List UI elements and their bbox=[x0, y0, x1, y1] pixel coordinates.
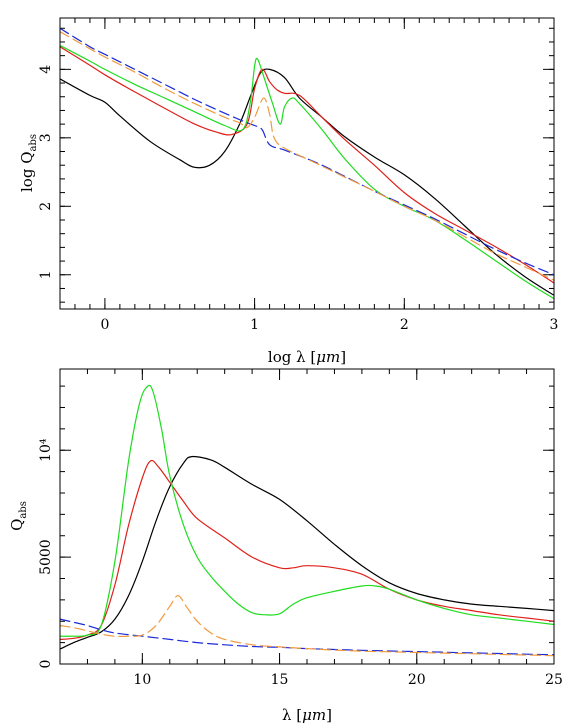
panel-bottom-tick-labels: 10 15 20 25 0 5000 10⁴ bbox=[38, 438, 563, 688]
panel-bottom-ylabel: Qabs bbox=[8, 501, 29, 531]
panel-bottom-xtick-label: 20 bbox=[408, 672, 426, 688]
panel-top-xlabel: log λ [μm] bbox=[268, 348, 346, 366]
panel-top-series-orange-dashed bbox=[60, 31, 554, 281]
panel-top-minor-ticks bbox=[60, 18, 555, 309]
panel-top-series-black-solid bbox=[60, 68, 554, 296]
panel-bottom-ytick-label: 0 bbox=[38, 660, 54, 669]
panel-bottom-series-black-solid bbox=[60, 455, 554, 650]
panel-top-series-blue-dashed bbox=[60, 27, 554, 276]
panel-top-xtick-label: 2 bbox=[400, 317, 409, 333]
panel-top-ytick-label: 4 bbox=[38, 65, 54, 74]
panel-top-tick-labels: 0 1 2 3 1 2 3 4 bbox=[38, 65, 558, 333]
panel-top-ytick-label: 3 bbox=[38, 133, 54, 142]
panel-bottom-xtick-label: 15 bbox=[271, 672, 289, 688]
panel-top-ytick-label: 2 bbox=[38, 202, 54, 211]
panel-top-curves bbox=[60, 27, 554, 300]
panel-top-series-red-solid bbox=[60, 46, 554, 284]
panel-top-major-ticks bbox=[60, 18, 555, 309]
panel-bottom-minor-ticks bbox=[59, 369, 555, 665]
panel-top-ytick-label: 1 bbox=[38, 270, 54, 279]
panel-bottom-ytick-label: 5000 bbox=[38, 539, 54, 575]
panel-bottom-ytick-label: 10⁴ bbox=[38, 438, 54, 462]
panel-top-series-green-solid bbox=[60, 44, 554, 300]
panel-bottom-xtick-label: 10 bbox=[133, 672, 151, 688]
panel-bottom: 10 15 20 25 0 5000 10⁴ λ [μm] Qabs bbox=[8, 368, 563, 724]
panel-top-ylabel: log Qabs bbox=[18, 134, 39, 192]
panel-bottom-curves bbox=[60, 384, 554, 657]
panel-bottom-series-green-solid bbox=[60, 384, 554, 637]
panel-bottom-major-ticks bbox=[60, 369, 555, 665]
panel-bottom-frame bbox=[59, 368, 555, 665]
panel-bottom-xtick-label: 25 bbox=[545, 672, 563, 688]
panel-bottom-series-red-solid bbox=[60, 459, 554, 640]
panel-top-xtick-label: 3 bbox=[550, 317, 559, 333]
panel-bottom-series-orange-dashed bbox=[60, 595, 554, 657]
panel-top-xtick-label: 1 bbox=[250, 317, 259, 333]
panel-top-xtick-label: 0 bbox=[100, 317, 109, 333]
panel-bottom-series-blue-dashed bbox=[60, 618, 554, 656]
panel-bottom-xlabel: λ [μm] bbox=[282, 706, 332, 724]
panel-top: 0 1 2 3 1 2 3 4 log λ [μm] log Qabs bbox=[18, 17, 558, 366]
panel-top-frame bbox=[59, 17, 555, 310]
